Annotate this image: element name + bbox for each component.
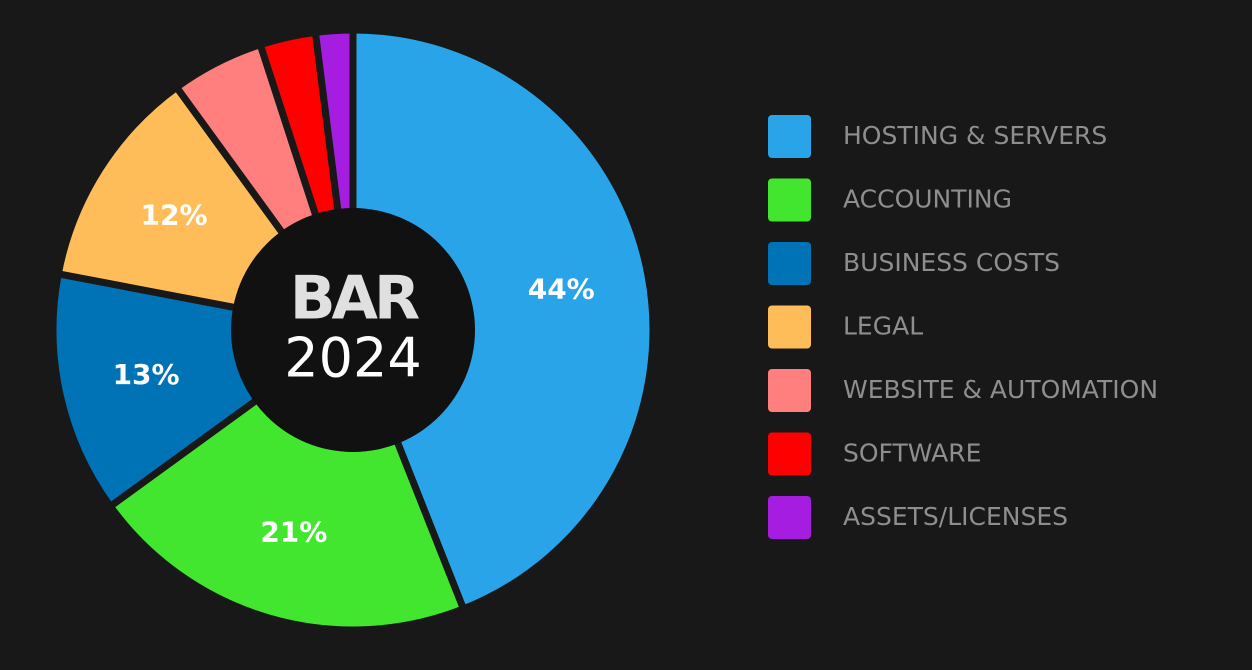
- legend-swatch: [768, 432, 811, 476]
- slice-label: 21%: [260, 516, 327, 549]
- legend-swatch: [768, 496, 811, 539]
- slice-label: 12%: [140, 198, 207, 231]
- legend-label: BUSINESS COSTS: [843, 248, 1060, 277]
- legend-label: ACCOUNTING: [843, 185, 1012, 214]
- legend-label: SOFTWARE: [843, 439, 981, 468]
- slice-label: 44%: [528, 272, 595, 305]
- legend-label: LEGAL: [843, 312, 923, 341]
- legend-swatch: [768, 369, 811, 412]
- center-title: BAR: [290, 264, 419, 334]
- legend-swatch: [768, 178, 811, 222]
- legend-swatch: [768, 115, 811, 158]
- donut-hole: [231, 208, 475, 452]
- legend-label: ASSETS/LICENSES: [843, 502, 1068, 531]
- legend-label: HOSTING & SERVERS: [843, 121, 1107, 150]
- legend-swatch: [768, 305, 811, 349]
- legend-label: WEBSITE & AUTOMATION: [843, 375, 1158, 404]
- center-subtitle: 2024: [284, 327, 421, 390]
- legend-swatch: [768, 242, 811, 285]
- slice-label: 13%: [113, 358, 180, 391]
